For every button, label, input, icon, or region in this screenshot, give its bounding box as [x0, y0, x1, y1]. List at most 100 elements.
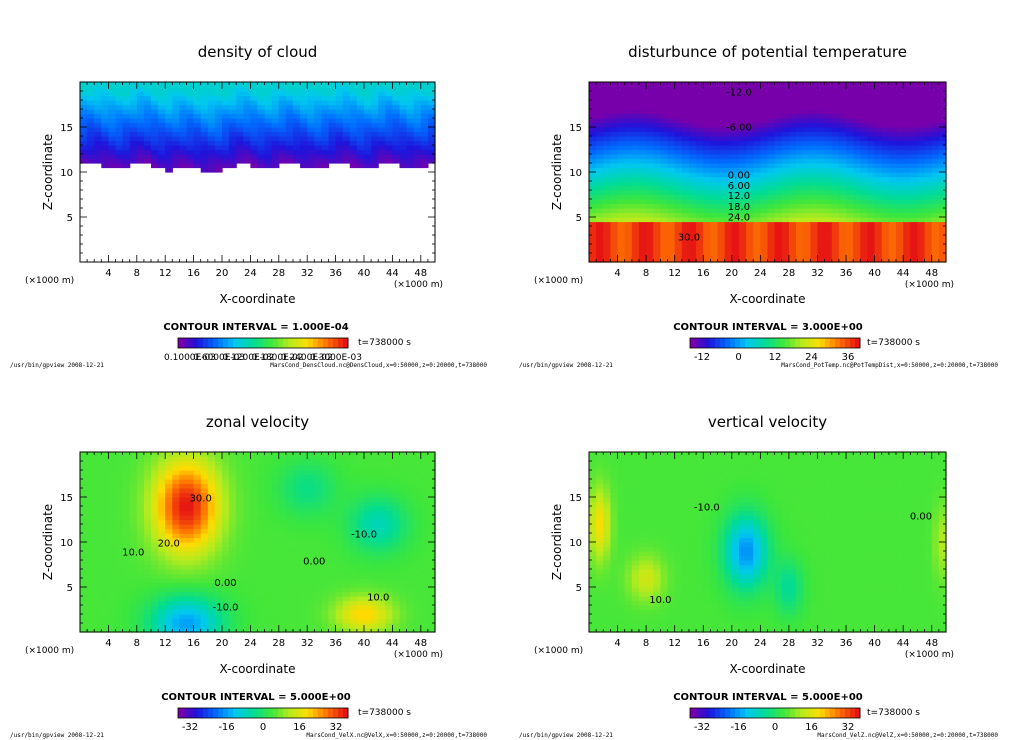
heatmap-cell [731, 127, 740, 133]
heatmap-cell [271, 154, 280, 160]
heatmap-cell [392, 154, 401, 160]
heatmap-cell [631, 235, 640, 241]
heatmap-cell [321, 488, 330, 494]
heatmap-cell [356, 113, 365, 119]
heatmap-cell [688, 235, 697, 241]
heatmap-cell [229, 497, 237, 503]
heatmap-cell [874, 149, 883, 155]
heatmap-cell [342, 596, 351, 602]
heatmap-cell [136, 82, 145, 88]
heatmap-cell [903, 185, 911, 191]
heatmap-cell [186, 483, 195, 489]
heatmap-cell [271, 158, 280, 164]
heatmap-cell [810, 208, 819, 214]
colorbar-swatch [790, 338, 796, 348]
heatmap-cell [172, 91, 180, 97]
heatmap-cell [781, 113, 790, 119]
colorbar-swatch [740, 338, 746, 348]
heatmap-cell [788, 257, 797, 263]
heatmap-cell [229, 122, 237, 128]
heatmap-cell [753, 104, 761, 110]
colorbar-swatch [323, 338, 329, 348]
heatmap-cell [688, 86, 697, 92]
heatmap-cell [420, 109, 429, 115]
heatmap-cell [831, 217, 840, 223]
heatmap-cell [931, 82, 940, 88]
heatmap-cell [796, 172, 804, 178]
heatmap-cell [250, 82, 259, 88]
heatmap-cell [243, 510, 251, 516]
heatmap-cell [653, 82, 661, 88]
heatmap-cell [229, 470, 237, 476]
heatmap-cell [87, 537, 95, 543]
heatmap-cell [243, 542, 251, 548]
heatmap-cell [108, 600, 117, 606]
heatmap-cell [746, 248, 754, 254]
heatmap-cell [214, 100, 223, 106]
heatmap-cell [335, 587, 344, 593]
heatmap-cell [638, 172, 647, 178]
heatmap-cell [349, 118, 358, 124]
heatmap-cell [314, 537, 322, 543]
heatmap-cell [293, 145, 301, 151]
heatmap-cell [307, 510, 315, 516]
heatmap-cell [738, 176, 747, 182]
heatmap-cell [427, 86, 436, 92]
heatmap-cell [214, 86, 223, 92]
colorbar: -12 0 12 24 36 [689, 337, 861, 363]
heatmap-cell [108, 86, 117, 92]
heatmap-cell [271, 95, 280, 101]
heatmap-cell [399, 86, 408, 92]
heatmap-cell [321, 501, 330, 507]
heatmap-cell [781, 131, 790, 137]
heatmap-cell [406, 113, 415, 119]
heatmap-cell [108, 104, 117, 110]
heatmap-cell [172, 533, 180, 539]
heatmap-cell [172, 118, 180, 124]
heatmap-cell [760, 226, 769, 232]
heatmap-cell [392, 95, 401, 101]
heatmap-cell [94, 127, 102, 133]
heatmap-cell [179, 555, 188, 561]
heatmap-cell [746, 181, 754, 187]
heatmap-cell [179, 528, 188, 534]
heatmap-cell [910, 127, 919, 133]
heatmap-cell [781, 253, 790, 259]
heatmap-cell [257, 528, 266, 534]
heatmap-cell [165, 456, 173, 462]
heatmap-cell [610, 82, 619, 88]
heatmap-cell [638, 248, 647, 254]
heatmap-cell [838, 95, 847, 101]
heatmap-cell [243, 497, 251, 503]
heatmap-cell [838, 248, 847, 254]
heatmap-cell [810, 199, 819, 205]
heatmap-cell [307, 452, 315, 458]
heatmap-cell [207, 605, 216, 611]
heatmap-cell [931, 136, 940, 142]
heatmap-cell [278, 118, 287, 124]
heatmap-cell [603, 248, 612, 254]
heatmap-cell [846, 199, 854, 205]
heatmap-cell [349, 91, 358, 97]
heatmap-cell [910, 217, 919, 223]
heatmap-cell [87, 140, 95, 146]
heatmap-cell [896, 136, 904, 142]
heatmap-cell [207, 582, 216, 588]
heatmap-cell [80, 100, 88, 106]
heatmap-cell [101, 113, 109, 119]
heatmap-cell [413, 163, 422, 169]
heatmap-cell [356, 564, 365, 570]
heatmap-cell [179, 596, 188, 602]
heatmap-cell [108, 474, 117, 480]
heatmap-cell [631, 253, 640, 259]
heatmap-cell [186, 488, 195, 494]
x-tick-label: 20 [216, 268, 229, 279]
heatmap-cell [356, 91, 365, 97]
heatmap-cell [660, 226, 669, 232]
heatmap-cell [638, 163, 647, 169]
heatmap-cell [646, 181, 654, 187]
heatmap-cell [264, 145, 273, 151]
heatmap-cell [838, 91, 847, 97]
heatmap-cell [589, 190, 597, 196]
heatmap-cell [688, 109, 697, 115]
